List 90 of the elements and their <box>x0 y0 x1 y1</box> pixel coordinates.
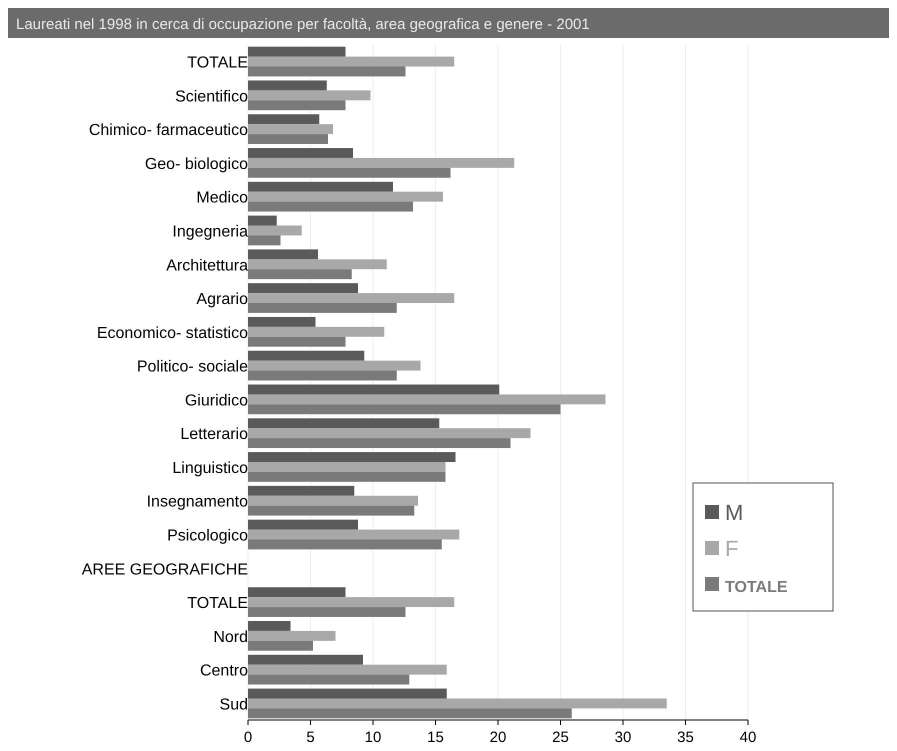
bar <box>248 506 414 516</box>
x-tick-label: 40 <box>740 729 756 746</box>
bar <box>248 404 560 414</box>
legend-label: F <box>725 536 738 561</box>
x-tick-label: 35 <box>677 729 694 746</box>
y-tick-label: Chimico- farmaceutico <box>88 122 248 140</box>
y-tick-label: Politico- sociale <box>136 358 248 376</box>
y-tick-label: Medico <box>196 190 248 207</box>
bar <box>248 168 450 178</box>
y-tick-label: Linguistico <box>172 460 248 477</box>
bar <box>248 259 387 270</box>
bar <box>248 654 363 665</box>
x-tick-label: 15 <box>427 729 444 746</box>
bar <box>248 539 442 550</box>
y-tick-label: Nord <box>213 628 248 646</box>
y-tick-label: Geo- biologico <box>144 156 248 173</box>
bar <box>248 621 290 631</box>
bar <box>248 418 440 428</box>
bar <box>248 182 393 192</box>
bar <box>248 607 406 617</box>
bar <box>248 664 447 675</box>
y-tick-label: Architettura <box>166 257 248 274</box>
x-tick-label: 25 <box>552 729 569 746</box>
bar <box>248 708 572 718</box>
bar <box>248 249 318 260</box>
bar <box>248 360 420 371</box>
bar <box>248 630 336 641</box>
x-tick-label: 20 <box>490 729 506 746</box>
y-tick-label: Centro <box>200 662 248 680</box>
y-tick-label: Scientifico <box>175 88 248 106</box>
x-tick-label: 0 <box>244 729 252 746</box>
bar <box>248 438 510 448</box>
bar <box>248 56 454 67</box>
bar <box>248 674 410 685</box>
bar <box>248 302 397 313</box>
bar <box>248 472 446 482</box>
bar <box>248 216 277 226</box>
legend-label: TOTALE <box>725 579 788 596</box>
bar <box>248 428 530 438</box>
bar <box>248 336 346 347</box>
bar <box>248 134 328 144</box>
legend-label: M <box>725 500 744 525</box>
y-tick-label: Economico- statistico <box>96 324 248 342</box>
bar <box>248 66 406 76</box>
bar <box>248 452 456 462</box>
bar <box>248 520 358 530</box>
y-tick-label: Letterario <box>180 426 248 444</box>
bar <box>248 148 353 158</box>
x-tick-label: 30 <box>614 729 632 746</box>
bar <box>248 235 280 246</box>
bar <box>248 202 413 212</box>
bar <box>248 698 667 708</box>
bar <box>248 688 447 698</box>
bar <box>248 640 313 651</box>
y-tick-label: Sud <box>220 696 248 714</box>
bar <box>248 124 333 134</box>
bar <box>248 226 302 236</box>
bar <box>248 587 346 598</box>
bar <box>248 530 460 540</box>
x-tick-label: 5 <box>306 729 315 746</box>
bar <box>248 80 327 90</box>
bar <box>248 46 346 57</box>
y-tick-label: TOTALE <box>187 54 248 72</box>
bar <box>248 384 500 394</box>
y-tick-label: Psicologico <box>167 528 248 545</box>
y-tick-label: Insegnamento <box>146 494 248 511</box>
y-tick-label: Ingegneria <box>172 223 248 240</box>
y-tick-label: Agrario <box>196 291 248 308</box>
x-tick-label: 10 <box>364 729 382 746</box>
bar <box>248 192 443 202</box>
bar <box>248 394 606 404</box>
bar <box>248 597 454 608</box>
bar <box>248 350 364 361</box>
y-tick-label: AREE GEOGRAFICHE <box>82 561 248 578</box>
bar <box>248 496 418 506</box>
y-tick-label: TOTALE <box>187 595 248 612</box>
bar <box>248 100 346 110</box>
bar <box>248 158 514 168</box>
bar <box>248 293 454 303</box>
bar <box>248 462 446 472</box>
bar <box>248 486 354 496</box>
chart-title: Laureati nel 1998 in cerca di occupazione per facoltà, area geografica e genere - 2001 <box>16 16 590 33</box>
bar <box>248 283 358 294</box>
y-tick-label: Giuridico <box>184 392 248 410</box>
bar <box>248 316 316 327</box>
bar <box>248 326 384 337</box>
bar <box>248 114 320 124</box>
bar <box>248 90 370 100</box>
bar <box>248 269 352 280</box>
bar <box>248 370 397 380</box>
